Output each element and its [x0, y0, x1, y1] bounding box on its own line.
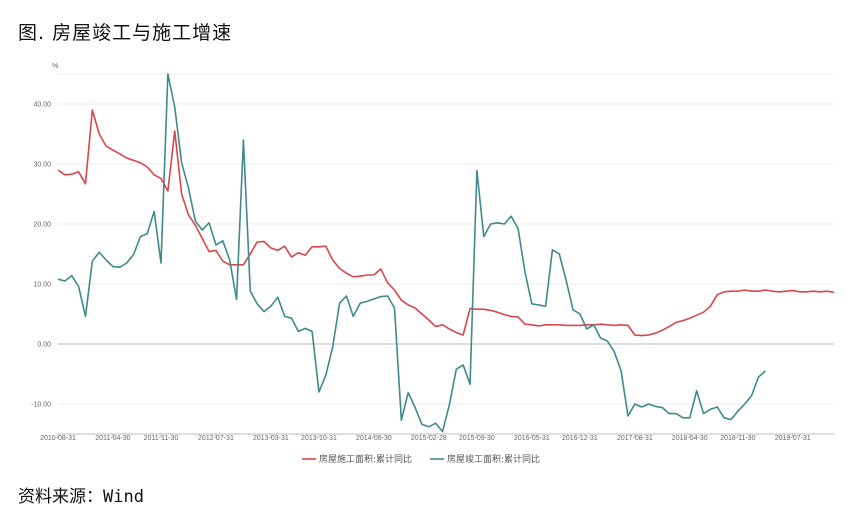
x-tick-label: 2017-08-31	[617, 435, 653, 442]
y-unit-label: %	[52, 63, 58, 70]
series-lines	[57, 73, 835, 433]
y-tick-label: -10.00	[31, 402, 51, 409]
x-tick-label: 2015-02-28	[411, 435, 447, 442]
x-tick-label: 2018-04-30	[672, 435, 708, 442]
x-tick-label: 2013-03-31	[253, 435, 289, 442]
x-tick-label: 2013-10-31	[301, 435, 337, 442]
x-tick-label: 2010-08-31	[40, 435, 76, 442]
x-tick-label: 2016-05-31	[514, 435, 550, 442]
x-tick-label: 2016-12-31	[562, 435, 598, 442]
y-tick-labels: 40.00 30.00 20.00 10.00 0.00 -10.00	[31, 102, 51, 409]
figure-title: 图. 房屋竣工与施工增速	[18, 22, 233, 44]
y-tick-label: 0.00	[37, 342, 51, 349]
legend-label-2: 房屋竣工面积:累计同比	[447, 453, 540, 465]
x-tick-label: 2011-04-30	[95, 435, 130, 442]
x-tick-label: 2012-07-31	[198, 435, 234, 442]
y-tick-label: 20.00	[33, 222, 51, 229]
legend: 房屋施工面积:累计同比 房屋竣工面积:累计同比	[302, 453, 540, 465]
grid-lines	[58, 73, 834, 435]
y-tick-label: 10.00	[33, 282, 51, 289]
x-tick-labels: 2010-08-31 2011-04-30 2011-11-30 2012-07-31…	[40, 434, 811, 442]
x-tick-label: 2015-09-30	[459, 435, 495, 442]
series-line-1	[57, 109, 835, 337]
x-tick-label: 2018-11-30	[720, 435, 755, 442]
series-line-2	[57, 73, 766, 433]
y-tick-label: 30.00	[33, 162, 51, 169]
x-tick-label: 2019-07-31	[775, 435, 811, 442]
x-tick-label: 2011-11-30	[144, 435, 179, 442]
source-note: 资料来源：Wind	[18, 487, 144, 507]
x-tick-label: 2014-06-30	[356, 435, 392, 442]
y-tick-label: 40.00	[33, 102, 51, 109]
legend-label-1: 房屋施工面积:累计同比	[319, 453, 412, 465]
